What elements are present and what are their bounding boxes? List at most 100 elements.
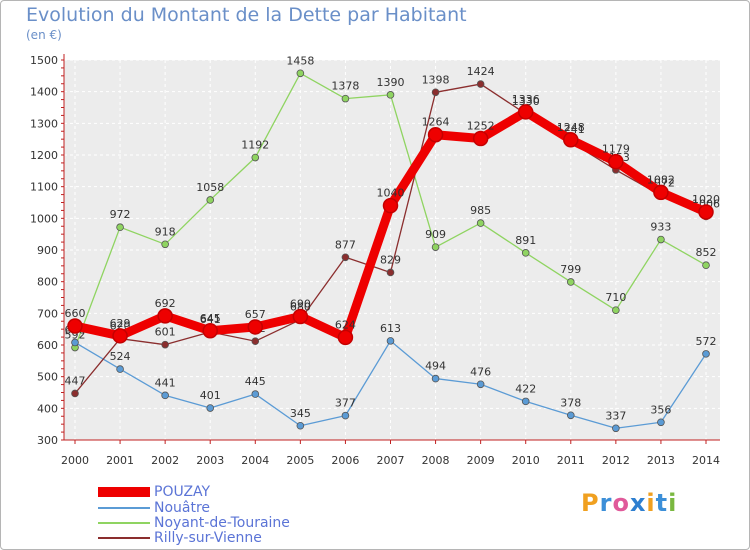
data-label-noyant: 918 <box>155 225 176 238</box>
data-point-pouzay[interactable] <box>247 319 264 335</box>
legend-item-rilly[interactable]: Rilly-sur-Vienne <box>98 530 262 546</box>
data-point-noyant[interactable] <box>566 278 575 286</box>
data-label-noyant: 710 <box>605 291 626 304</box>
data-point-nouatre[interactable] <box>71 338 79 347</box>
data-point-nouatre[interactable] <box>657 418 665 427</box>
data-point-noyant[interactable] <box>386 91 395 99</box>
data-point-rilly[interactable] <box>161 340 169 349</box>
data-label-nouatre: 441 <box>155 376 176 389</box>
data-label-pouzay: 1248 <box>557 121 585 134</box>
data-label-pouzay: 629 <box>110 317 131 330</box>
data-label-pouzay: 690 <box>290 298 311 311</box>
data-point-nouatre[interactable] <box>612 424 620 433</box>
data-point-nouatre[interactable] <box>296 421 305 430</box>
logo-letter: r <box>599 489 613 517</box>
data-label-nouatre: 524 <box>110 350 131 363</box>
data-point-rilly[interactable] <box>251 337 260 346</box>
data-point-rilly[interactable] <box>341 253 350 262</box>
data-label-rilly: 601 <box>155 326 176 339</box>
data-point-noyant[interactable] <box>431 243 440 251</box>
data-label-rilly: 1424 <box>467 65 495 78</box>
data-point-nouatre[interactable] <box>476 380 485 389</box>
data-label-nouatre: 378 <box>560 396 581 409</box>
data-point-noyant[interactable] <box>296 69 305 78</box>
x-tick-label: 2013 <box>647 454 675 467</box>
data-label-rilly: 829 <box>380 253 401 266</box>
data-point-pouzay[interactable] <box>563 132 579 148</box>
data-point-nouatre[interactable] <box>161 391 169 400</box>
data-label-pouzay: 1040 <box>377 187 405 200</box>
data-label-noyant: 1458 <box>286 54 314 67</box>
y-tick-label: 1400 <box>30 86 58 99</box>
chart-title: Evolution du Montant de la Dette par Hab… <box>26 4 467 26</box>
data-point-noyant[interactable] <box>161 240 169 249</box>
legend-label-pouzay: POUZAY <box>154 484 211 500</box>
data-point-pouzay[interactable] <box>698 204 714 220</box>
x-tick-label: 2009 <box>467 454 495 467</box>
data-point-nouatre[interactable] <box>431 374 440 383</box>
chart-subtitle: (en €) <box>26 28 62 42</box>
data-point-pouzay[interactable] <box>67 318 83 334</box>
data-label-nouatre: 494 <box>425 360 446 373</box>
x-tick-label: 2005 <box>286 454 314 467</box>
y-tick-label: 1300 <box>30 117 58 130</box>
data-point-noyant[interactable] <box>206 196 215 204</box>
data-point-pouzay[interactable] <box>202 323 218 339</box>
data-point-pouzay[interactable] <box>653 184 669 201</box>
data-point-noyant[interactable] <box>702 261 710 270</box>
data-point-noyant[interactable] <box>116 223 124 232</box>
data-point-nouatre[interactable] <box>521 397 530 406</box>
data-point-noyant[interactable] <box>476 219 485 227</box>
data-point-pouzay[interactable] <box>382 197 399 214</box>
data-label-pouzay: 624 <box>335 318 356 331</box>
data-point-pouzay[interactable] <box>472 130 489 147</box>
y-tick-label: 400 <box>37 402 58 415</box>
logo-letter: t <box>655 489 669 517</box>
legend-item-nouatre[interactable]: Nouâtre <box>98 500 210 516</box>
data-label-rilly: 447 <box>65 374 86 387</box>
data-point-nouatre[interactable] <box>206 404 215 412</box>
data-point-pouzay[interactable] <box>112 328 128 344</box>
data-point-nouatre[interactable] <box>566 411 575 420</box>
data-point-pouzay[interactable] <box>427 126 444 143</box>
data-point-pouzay[interactable] <box>337 329 354 346</box>
series-noyant: 592 972 918 1058 1192 1458 1378 1390 909 985 891 79… <box>65 54 717 352</box>
data-label-nouatre: 422 <box>515 382 536 395</box>
data-point-noyant[interactable] <box>521 249 530 257</box>
data-label-pouzay: 645 <box>200 312 221 325</box>
data-point-nouatre[interactable] <box>251 390 260 398</box>
data-point-noyant[interactable] <box>341 94 350 103</box>
data-point-pouzay[interactable] <box>608 153 624 170</box>
logo-letter: i <box>646 489 656 517</box>
data-label-nouatre: 377 <box>335 397 356 410</box>
data-label-noyant: 1378 <box>331 80 359 93</box>
data-label-noyant: 852 <box>696 246 717 259</box>
data-point-rilly[interactable] <box>431 88 440 97</box>
data-point-noyant[interactable] <box>251 153 260 162</box>
data-label-pouzay: 657 <box>245 308 266 321</box>
data-point-nouatre[interactable] <box>702 350 710 358</box>
legend-label-rilly: Rilly-sur-Vienne <box>154 530 262 546</box>
legend-item-noyant[interactable]: Noyant-de-Touraine <box>98 515 290 531</box>
data-point-rilly[interactable] <box>71 389 79 398</box>
data-point-pouzay[interactable] <box>292 308 309 325</box>
data-label-pouzay: 1082 <box>647 173 675 186</box>
data-label-rilly: 877 <box>335 238 356 251</box>
data-point-nouatre[interactable] <box>386 337 395 345</box>
logo-letter: x <box>629 489 647 517</box>
data-point-rilly[interactable] <box>386 268 395 277</box>
data-point-noyant[interactable] <box>657 235 665 244</box>
legend-item-pouzay[interactable]: POUZAY <box>98 484 210 500</box>
data-point-pouzay[interactable] <box>517 104 534 120</box>
data-point-nouatre[interactable] <box>116 365 124 373</box>
x-tick-label: 2012 <box>602 454 630 467</box>
data-label-pouzay: 1336 <box>512 93 540 106</box>
y-tick-label: 600 <box>37 339 58 352</box>
data-point-pouzay[interactable] <box>157 308 173 324</box>
data-point-noyant[interactable] <box>612 306 620 314</box>
data-label-nouatre: 337 <box>605 409 626 422</box>
data-label-noyant: 972 <box>110 208 131 221</box>
data-point-rilly[interactable] <box>476 80 485 88</box>
data-point-nouatre[interactable] <box>341 411 350 420</box>
y-tick-label: 900 <box>37 244 58 257</box>
